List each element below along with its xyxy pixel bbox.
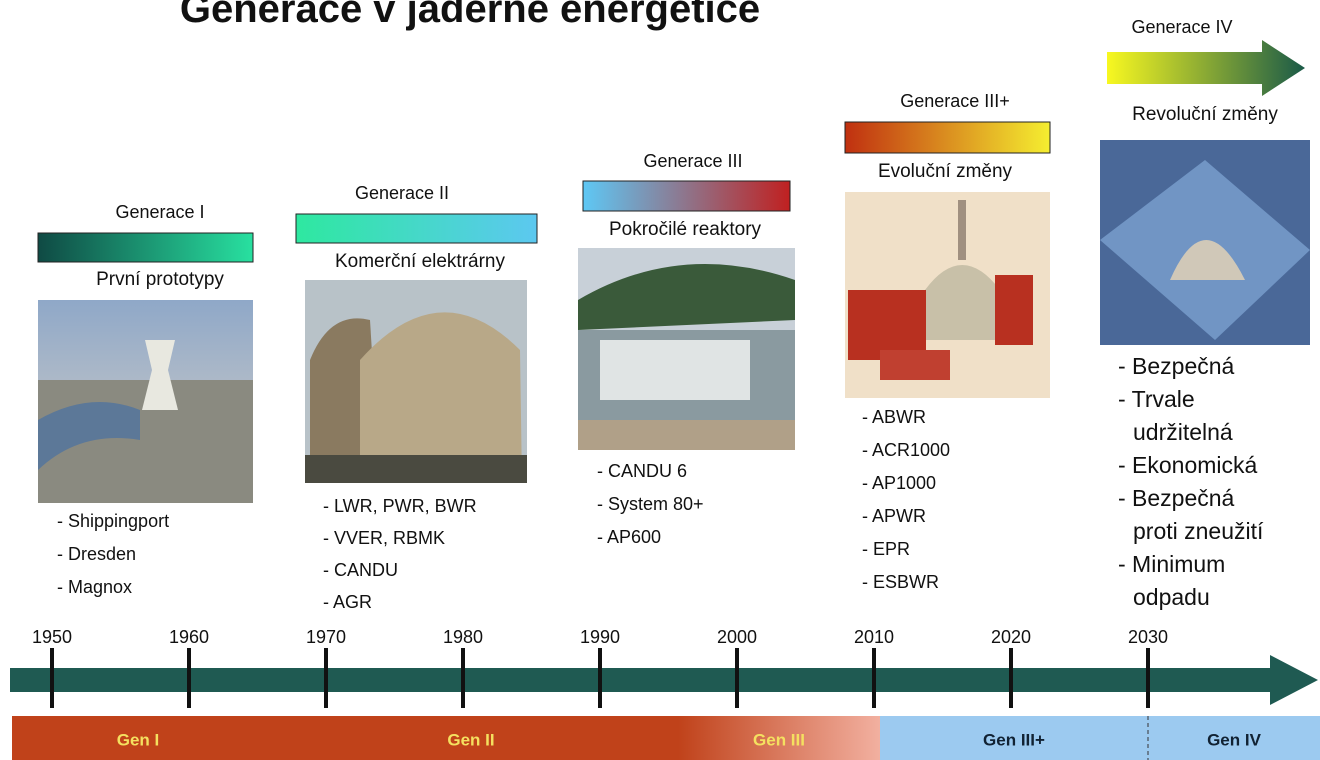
generation-subtitle: Komerční elektrárny <box>335 251 506 272</box>
generation-bar <box>295 213 538 244</box>
generation-item: - Shippingport <box>57 511 169 531</box>
generation-item: - CANDU <box>323 560 398 580</box>
generation-item: - Trvale <box>1118 386 1195 412</box>
band-gen3plus <box>880 716 1148 760</box>
timeline-year: 2020 <box>991 627 1031 647</box>
generation-subtitle: Evoluční změny <box>878 161 1013 182</box>
timeline-year: 2010 <box>854 627 894 647</box>
generation-item: - CANDU 6 <box>597 461 687 481</box>
generation-item: - Ekonomická <box>1118 452 1258 478</box>
photo-gen1 <box>38 300 253 503</box>
generation-bar <box>37 232 254 263</box>
generation-item: - ACR1000 <box>862 440 950 460</box>
band-gen3 <box>678 716 880 760</box>
generation-item: - Minimum <box>1118 551 1225 577</box>
generation-item: - ESBWR <box>862 572 939 592</box>
timeline-year: 1970 <box>306 627 346 647</box>
generation-item: - Magnox <box>57 577 132 597</box>
generation-label: Generace II <box>355 183 449 203</box>
generation-item: - AP600 <box>597 527 661 547</box>
generation-item: - Bezpečná <box>1118 485 1235 511</box>
generation-arrow <box>1107 40 1305 96</box>
generation-label: Generace I <box>115 202 204 222</box>
title: Generace v jaderné energetice <box>180 0 760 31</box>
generation-bar <box>844 121 1051 154</box>
timeline-year: 1960 <box>169 627 209 647</box>
generation-subtitle: Pokročilé reaktory <box>609 219 762 240</box>
photo-gen2 <box>305 280 527 483</box>
timeline-year: 2000 <box>717 627 757 647</box>
generation-item: - VVER, RBMK <box>323 528 445 548</box>
generation-label: Generace III <box>643 151 742 171</box>
timeline-year: 1990 <box>580 627 620 647</box>
band-gen4 <box>1148 716 1320 760</box>
generation-item: - AP1000 <box>862 473 936 493</box>
band-label: Gen III+ <box>983 730 1045 749</box>
generation-item: - APWR <box>862 506 926 526</box>
generation-subtitle: Revoluční změny <box>1132 104 1278 125</box>
generation-item: - ABWR <box>862 407 926 427</box>
timeline-year: 1980 <box>443 627 483 647</box>
timeline-arrow <box>10 655 1318 705</box>
photo-gen4 <box>1100 140 1310 345</box>
generation-item: - EPR <box>862 539 910 559</box>
generation-label: Generace IV <box>1131 17 1232 37</box>
generation-subtitle: První prototypy <box>96 269 224 290</box>
band-label: Gen I <box>117 730 160 749</box>
band-label: Gen IV <box>1207 730 1262 749</box>
generation-item: odpadu <box>1133 584 1210 610</box>
generation-label: Generace III+ <box>900 91 1010 111</box>
generation-item: proti zneužití <box>1133 518 1264 544</box>
generation-item: - Bezpečná <box>1118 353 1235 379</box>
photo-gen3 <box>578 248 795 450</box>
band-gen1 <box>12 716 265 760</box>
generation-bar <box>582 180 791 212</box>
generation-item: udržitelná <box>1133 419 1233 445</box>
band-label: Gen III <box>753 730 805 749</box>
timeline-year: 1950 <box>32 627 72 647</box>
generation-item: - System 80+ <box>597 494 704 514</box>
timeline-year: 2030 <box>1128 627 1168 647</box>
generation-item: - AGR <box>323 592 372 612</box>
band-gen2 <box>265 716 678 760</box>
band-label: Gen II <box>447 730 494 749</box>
generation-item: - LWR, PWR, BWR <box>323 496 477 516</box>
generation-item: - Dresden <box>57 544 136 564</box>
photo-gen3plus <box>845 192 1050 398</box>
